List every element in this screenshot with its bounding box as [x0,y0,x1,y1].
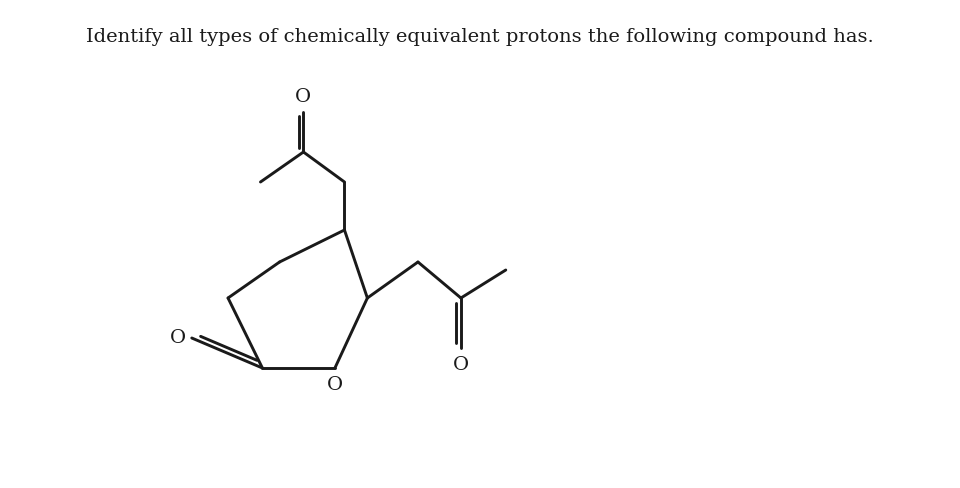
Text: Identify all types of chemically equivalent protons the following compound has.: Identify all types of chemically equival… [86,28,874,46]
Text: O: O [453,356,469,374]
Text: O: O [326,376,343,394]
Text: O: O [170,329,186,347]
Text: O: O [296,88,311,106]
